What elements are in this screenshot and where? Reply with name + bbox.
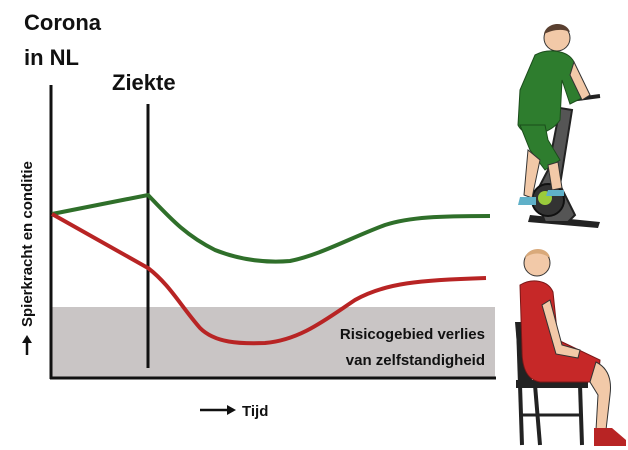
cyclist-illustration [518, 24, 600, 228]
title-line: Corona [24, 10, 102, 35]
diagram: Corona in NL Risicogebied verlies van ze… [0, 0, 628, 450]
arrow-head [227, 405, 236, 415]
y-axis-label-group: Spierkracht en conditie [19, 161, 36, 355]
arrow-head [22, 335, 32, 343]
event-label: Ziekte [112, 70, 176, 95]
y-axis-label: Spierkracht en conditie [19, 161, 36, 327]
x-axis-label: Tijd [242, 403, 268, 420]
seated-illustration [515, 249, 626, 446]
zone-label: Risicogebied verlies [340, 326, 485, 343]
zone-label: van zelfstandigheid [346, 352, 485, 369]
page: {"title": {"lines": ["Corona", "in NL"]}… [0, 0, 628, 450]
title-line: in NL [24, 45, 79, 70]
